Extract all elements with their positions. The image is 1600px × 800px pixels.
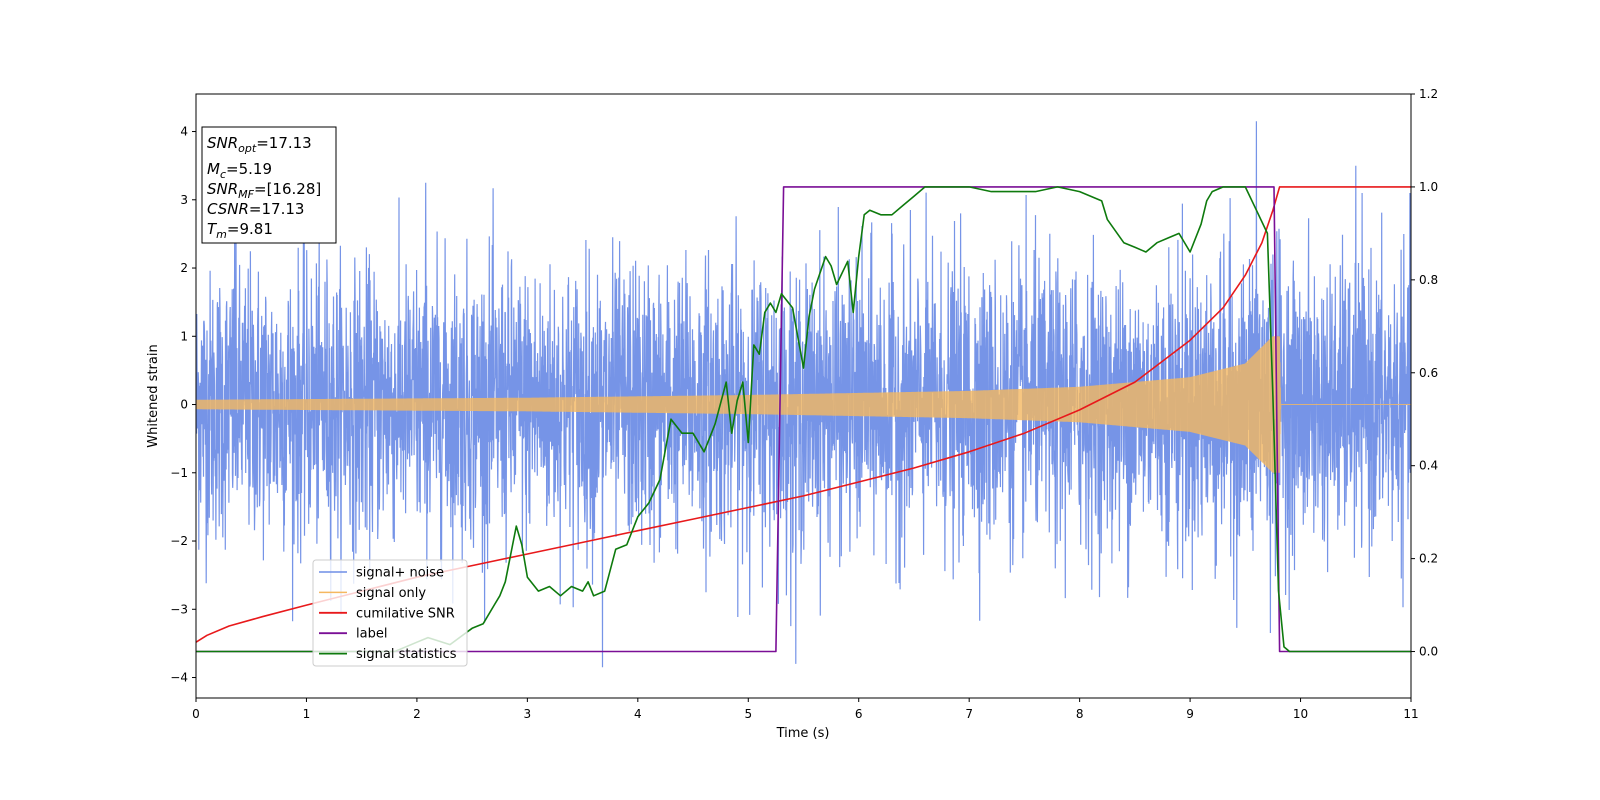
legend-label: signal only	[356, 586, 426, 601]
info-line: SNRopt=17.13	[207, 134, 312, 155]
y-left-tick-label: −3	[170, 602, 188, 616]
series-signal-statistics	[196, 186, 1411, 653]
y-right-tick-label: 0.0	[1419, 645, 1438, 659]
info-box-frame	[201, 126, 337, 244]
x-tick-label: 9	[1186, 707, 1194, 721]
x-axis-label: Time (s)	[776, 726, 830, 741]
y-axis-label: Whitened strain	[146, 344, 161, 447]
x-tick-label: 7	[965, 707, 973, 721]
legend-item-cumulative-snr: cumilative SNR	[319, 606, 455, 621]
info-line: CSNR=17.13	[207, 200, 304, 218]
x-tick-label: 6	[855, 707, 863, 721]
series-signal-only	[196, 336, 1411, 473]
y-right-tick-label: 0.8	[1419, 273, 1438, 287]
y-right-tick-label: 0.6	[1419, 366, 1438, 380]
x-tick-label: 0	[192, 707, 200, 721]
legend-label: signal statistics	[356, 647, 457, 662]
legend-item-signal-statistics: signal statistics	[319, 647, 457, 662]
x-tick-label: 5	[744, 707, 752, 721]
y-left-tick-label: 0	[180, 398, 188, 412]
y-right-tick-label: 0.2	[1419, 552, 1438, 566]
legend-item-signal-only: signal only	[319, 586, 426, 601]
x-tick-label: 1	[303, 707, 311, 721]
legend-frame	[312, 559, 468, 667]
y-left-tick-label: 1	[180, 329, 188, 343]
legend-item-signal-noise: signal+ noise	[319, 566, 444, 581]
y-right-tick-label: 1.2	[1419, 87, 1438, 101]
x-tick-label: 3	[524, 707, 532, 721]
y-left-tick-label: −1	[170, 466, 188, 480]
legend: signal+ noise signal only cumilative SNR la…	[312, 559, 468, 667]
y-left-tick-label: 4	[180, 125, 188, 139]
x-tick-label: 2	[413, 707, 421, 721]
info-line: Tm=9.81	[207, 220, 273, 241]
x-tick-label: 8	[1076, 707, 1084, 721]
x-tick-label: 11	[1403, 707, 1418, 721]
legend-label: signal+ noise	[356, 566, 444, 581]
y-left-tick-label: −4	[170, 671, 188, 685]
legend-item-label: label	[319, 627, 387, 642]
y-left-tick-label: 3	[180, 193, 188, 207]
ticks-layer: 0 1 2 3 4 5 6 7 8 9 10 11 −4 −3 −2 −1 0 1 2 3 4 0.0 0.2 0.4 0.6 0…	[170, 87, 1438, 721]
info-box: SNRopt=17.13 Mc=5.19SNRMF=[16.28]CSNR=17.…	[201, 126, 337, 244]
y-left-tick-label: 2	[180, 261, 188, 275]
x-tick-label: 10	[1293, 707, 1308, 721]
legend-label: label	[356, 627, 387, 642]
info-line: Mc=5.19	[207, 160, 272, 181]
y-right-tick-label: 1.0	[1419, 180, 1438, 194]
plot-frame	[195, 93, 1412, 699]
x-tick-label: 4	[634, 707, 642, 721]
legend-label: cumilative SNR	[356, 606, 455, 621]
y-right-tick-label: 0.4	[1419, 459, 1438, 473]
y-left-tick-label: −2	[170, 534, 188, 548]
info-line: SNRMF=[16.28]	[207, 180, 321, 201]
